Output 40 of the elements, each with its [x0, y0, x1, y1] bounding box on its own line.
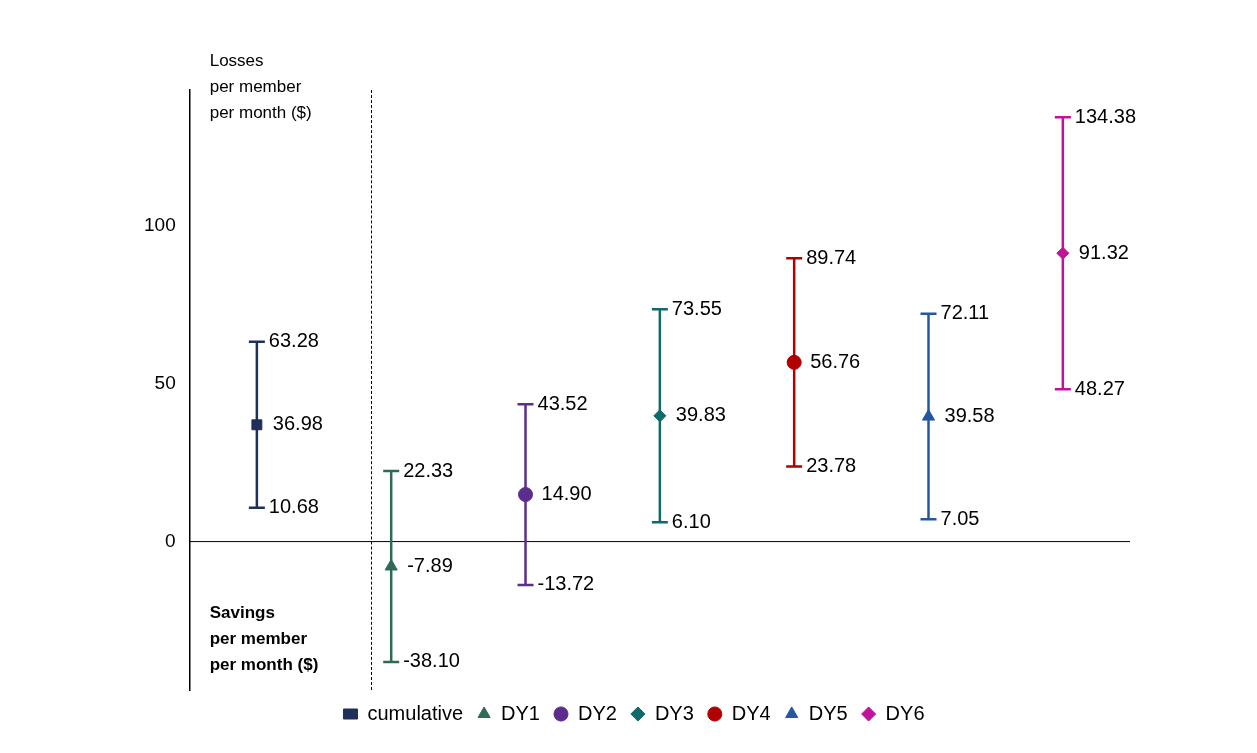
data-label: 91.32 — [1078, 240, 1129, 263]
y-tick-label: 0 — [165, 529, 176, 551]
point — [921, 409, 936, 421]
annotation: Losses per member per month ($) — [209, 50, 312, 124]
data-label: 39.83 — [675, 403, 726, 426]
point — [518, 487, 534, 503]
legend-label: cumulative — [367, 701, 464, 724]
annotation: -38.10 — [403, 649, 460, 672]
data-label: 39.58 — [944, 404, 995, 427]
annotation: 89.74 — [806, 245, 857, 268]
annotation: 73.55 — [671, 296, 722, 319]
y-tick-label: 50 — [154, 371, 176, 393]
annotation: 72.11 — [940, 301, 990, 324]
point — [1056, 246, 1070, 260]
annotation: 43.52 — [537, 391, 588, 414]
data-label: 56.76 — [810, 349, 861, 372]
data-label: 36.98 — [272, 412, 323, 435]
legend-label: DY4 — [731, 701, 771, 724]
point — [384, 559, 398, 571]
legend-label: DY2 — [577, 701, 617, 724]
annotation: 6.10 — [671, 509, 711, 532]
legend-label: DY5 — [808, 701, 848, 724]
annotation: 63.28 — [268, 329, 319, 352]
annotation: 22.33 — [403, 458, 454, 481]
annotation: 7.05 — [940, 506, 980, 529]
legend-label: DY6 — [885, 701, 925, 724]
y-tick-label: 100 — [144, 214, 176, 236]
point — [251, 419, 263, 431]
legend-label: DY3 — [654, 701, 694, 724]
point — [786, 354, 802, 370]
annotation: 48.27 — [1074, 376, 1125, 399]
annotation: -13.72 — [537, 572, 595, 595]
data-label: -7.89 — [407, 554, 453, 577]
legend-label: DY1 — [501, 701, 540, 724]
annotation: 23.78 — [806, 454, 857, 476]
annotation: 134.38 — [1074, 104, 1137, 127]
annotation: 10.68 — [268, 495, 319, 518]
annotation: Savings per member per month ($) — [209, 602, 319, 676]
point — [653, 409, 667, 423]
data-label: 14.90 — [541, 482, 592, 505]
